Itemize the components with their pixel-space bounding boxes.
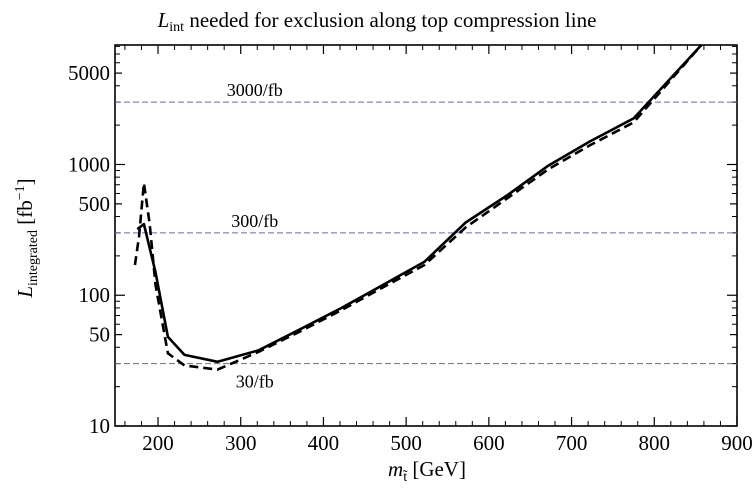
solid-series-line: [136, 44, 703, 364]
y-axis-title: Lintegrated [fb−1]: [13, 178, 41, 298]
x-axis-title-subscript: t̃: [403, 470, 408, 485]
x-tick-label: 900: [721, 431, 753, 455]
x-axis-title: mt̃ [GeV]: [388, 457, 466, 485]
x-tick-label: 500: [390, 431, 422, 455]
x-tick-label: 800: [639, 431, 671, 455]
y-axis-title-subscript: integrated: [26, 230, 41, 286]
y-tick-label: 10: [89, 414, 110, 438]
y-tick-label: 500: [79, 192, 111, 216]
y-axis-title-symbol: L: [13, 286, 37, 299]
series-layer: [133, 44, 703, 371]
y-axis-title-end: ]: [13, 178, 37, 185]
chart-title-text: needed for exclusion along top compressi…: [184, 8, 596, 32]
reference-line-label: 300/fb: [231, 211, 278, 231]
x-axis-title-text: [GeV]: [407, 457, 466, 481]
plot-frame: [114, 44, 738, 427]
x-tick-label: 400: [308, 431, 340, 455]
reference-line-label: 3000/fb: [227, 80, 283, 100]
x-tick-label: 300: [225, 431, 257, 455]
y-tick-label: 5000: [68, 61, 110, 85]
x-tick-label: 200: [142, 431, 174, 455]
reference-line-label: 30/fb: [236, 372, 274, 392]
dashed-series-line: [133, 44, 703, 371]
chart-title: Lint needed for exclusion along top comp…: [157, 8, 597, 35]
tick-labels-layer: 200 300 400 500 600 700 800 900 10 50 100 500 1000 50…: [68, 61, 753, 455]
reference-lines-layer: 3000/fb 300/fb 30/fb: [115, 80, 737, 392]
x-tick-label: 700: [556, 431, 588, 455]
x-tick-label: 600: [473, 431, 505, 455]
chart-title-subscript: int: [169, 20, 184, 35]
ticks-layer: [115, 45, 738, 427]
y-axis-title-unit: [fb: [13, 200, 37, 230]
y-tick-label: 100: [79, 283, 111, 307]
x-axis-title-symbol: m: [388, 457, 403, 481]
y-tick-label: 1000: [68, 152, 110, 176]
chart-title-symbol: L: [157, 8, 170, 32]
y-tick-label: 50: [89, 323, 110, 347]
y-axis-title-superscript: −1: [13, 185, 28, 200]
